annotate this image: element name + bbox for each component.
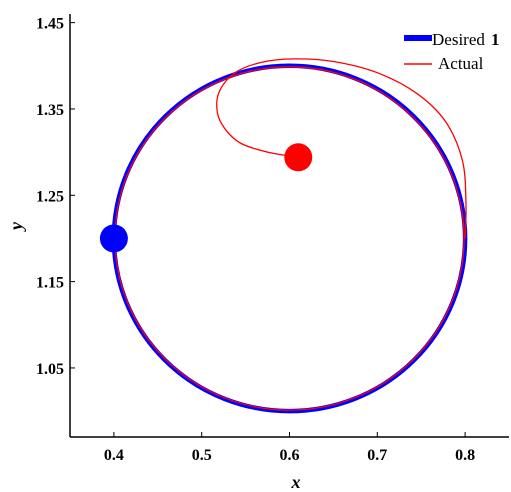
y-ticks: 1.05 1.15 1.25 1.35 1.45 <box>36 16 75 378</box>
axes <box>69 14 509 438</box>
end-marker <box>284 143 313 172</box>
y-tick-label: 1.05 <box>36 361 64 378</box>
x-tick-label: 0.6 <box>280 447 300 464</box>
x-tick-label: 0.8 <box>455 447 475 464</box>
x-ticks: 0.4 0.5 0.6 0.7 0.8 <box>104 432 475 464</box>
plot-area <box>99 58 468 414</box>
x-tick-label: 0.4 <box>104 447 124 464</box>
x-axis-label: x <box>291 472 301 492</box>
x-tick-label: 0.5 <box>192 447 212 464</box>
x-tick-label: 0.7 <box>367 447 387 464</box>
y-tick-label: 1.35 <box>36 102 64 119</box>
legend-actual-label: Actual <box>438 54 484 73</box>
y-tick-label: 1.25 <box>36 188 64 205</box>
legend-desired-label: Desired <box>432 30 485 49</box>
series-actual-transient <box>216 58 467 239</box>
start-marker <box>99 224 128 253</box>
series-desired-line <box>111 63 468 414</box>
legend-overlap-glyph: 1 <box>491 30 500 49</box>
y-axis-label: y <box>6 221 26 232</box>
series-actual-steady <box>114 66 465 411</box>
legend: Desired 1 Actual <box>404 30 500 73</box>
y-tick-label: 1.45 <box>36 16 64 33</box>
y-tick-label: 1.15 <box>36 275 64 292</box>
